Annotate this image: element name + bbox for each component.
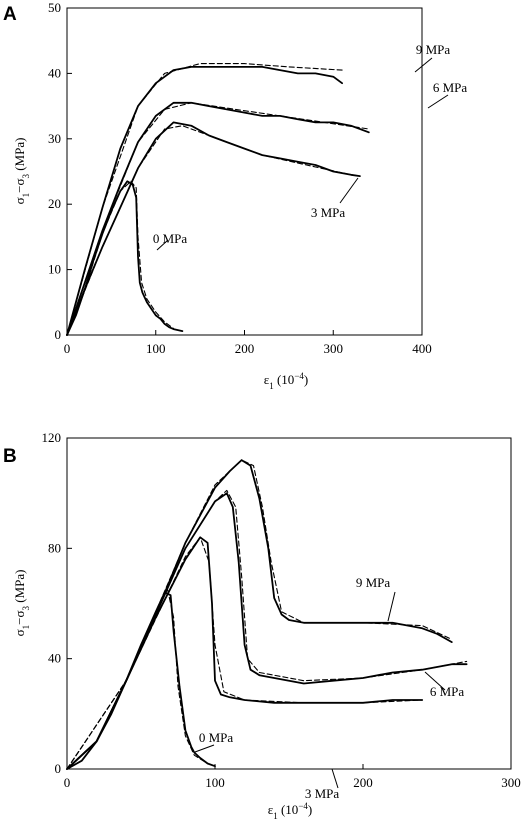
annotation-6-mpa-leader	[424, 671, 446, 691]
x-tick-label: 100	[205, 775, 225, 790]
annotation-0-mpa-label: 0 MPa	[153, 231, 188, 246]
annotation-9-mpa-label: 9 MPa	[416, 42, 451, 57]
x-tick-label: 100	[146, 341, 166, 356]
panel-b-series	[66, 459, 468, 770]
y-tick-label: 40	[48, 651, 61, 666]
series-6-mpa-fitted-line	[66, 102, 370, 336]
series-9-mpa-fitted-line	[66, 459, 453, 770]
panel-b-x-axis-title: ε1 (10−4)	[268, 801, 312, 821]
series-6-mpa-measured-line	[66, 101, 370, 336]
y-tick-label: 0	[55, 761, 62, 776]
panel-a-ticks: 0 100 200 300 400 0 10 20 30 40 50	[48, 0, 432, 356]
annotation-9-mpa-leader	[387, 591, 396, 622]
panel-b-ticks: 0 100 200 300 0 40 80 120	[42, 430, 521, 790]
y-tick-label: 50	[48, 0, 61, 15]
annotation-3-mpa-leader	[339, 177, 359, 204]
annotation-3-mpa-label: 3 MPa	[305, 786, 340, 801]
x-tick-label: 0	[64, 775, 71, 790]
panel-b-y-axis-title: σ1−σ3 (MPa)	[12, 570, 31, 637]
y-tick-label: 10	[48, 262, 61, 277]
panel-a-y-axis-title: σ1−σ3 (MPa)	[12, 138, 31, 205]
panel-b-annotations: 0 MPa 3 MPa 6 MPa 9 MPa	[194, 575, 465, 801]
panel-a-plot-frame	[66, 7, 423, 336]
series-0-mpa-measured-line	[66, 180, 184, 336]
y-tick-label: 40	[48, 65, 61, 80]
series-3-mpa-measured-line	[66, 536, 424, 770]
x-tick-label: 200	[235, 341, 255, 356]
y-tick-label: 0	[55, 327, 62, 342]
panel-a-x-axis-title: ε1 (10−4)	[264, 371, 308, 391]
x-tick-label: 0	[64, 341, 71, 356]
series-3-mpa-fitted-line	[66, 125, 361, 336]
panel-a-letter: A	[3, 4, 17, 25]
annotation-3-mpa-leader	[331, 768, 339, 789]
panel-b-plot-frame	[66, 437, 512, 770]
y-tick-label: 20	[48, 196, 61, 211]
series-0-mpa-fitted-line	[66, 180, 175, 336]
panel-a-annotations: 0 MPa 3 MPa 6 MPa 9 MPa	[153, 42, 468, 251]
annotation-9-mpa-label: 9 MPa	[356, 575, 391, 590]
annotation-9-mpa-leader	[414, 57, 433, 73]
x-tick-label: 300	[501, 775, 521, 790]
series-3-mpa-fitted-line	[66, 536, 423, 770]
y-tick-label: 30	[48, 131, 61, 146]
annotation-0-mpa-label: 0 MPa	[199, 730, 234, 745]
series-9-mpa-fitted-line	[66, 63, 343, 336]
series-9-mpa-measured-line	[66, 459, 453, 770]
annotation-0-mpa-leader	[194, 744, 215, 753]
panel-a: A 0 100 200 300 400 0 10 20 30 40 50 0 MPa 3 MPa 6 M…	[3, 0, 467, 391]
series-0-mpa-measured-line	[66, 591, 216, 770]
annotation-6-mpa-label: 6 MPa	[430, 684, 465, 699]
panel-b: B 0 100 200 300 0 40 80 120 0 MPa 3 MPa 6 MPa 9 MP…	[3, 430, 521, 821]
y-tick-label: 80	[48, 540, 61, 555]
series-6-mpa-fitted-line	[66, 489, 468, 770]
x-tick-label: 300	[324, 341, 344, 356]
annotation-0-mpa-leader	[156, 239, 169, 251]
panel-b-letter: B	[3, 446, 17, 467]
annotation-6-mpa-leader	[427, 94, 449, 109]
annotation-3-mpa-label: 3 MPa	[311, 205, 346, 220]
x-tick-label: 200	[353, 775, 373, 790]
annotation-6-mpa-label: 6 MPa	[433, 80, 468, 95]
y-tick-label: 120	[42, 430, 62, 445]
panel-a-series	[66, 63, 370, 336]
x-tick-label: 400	[412, 341, 432, 356]
series-9-mpa-measured-line	[66, 66, 343, 336]
series-0-mpa-fitted-line	[66, 589, 209, 770]
